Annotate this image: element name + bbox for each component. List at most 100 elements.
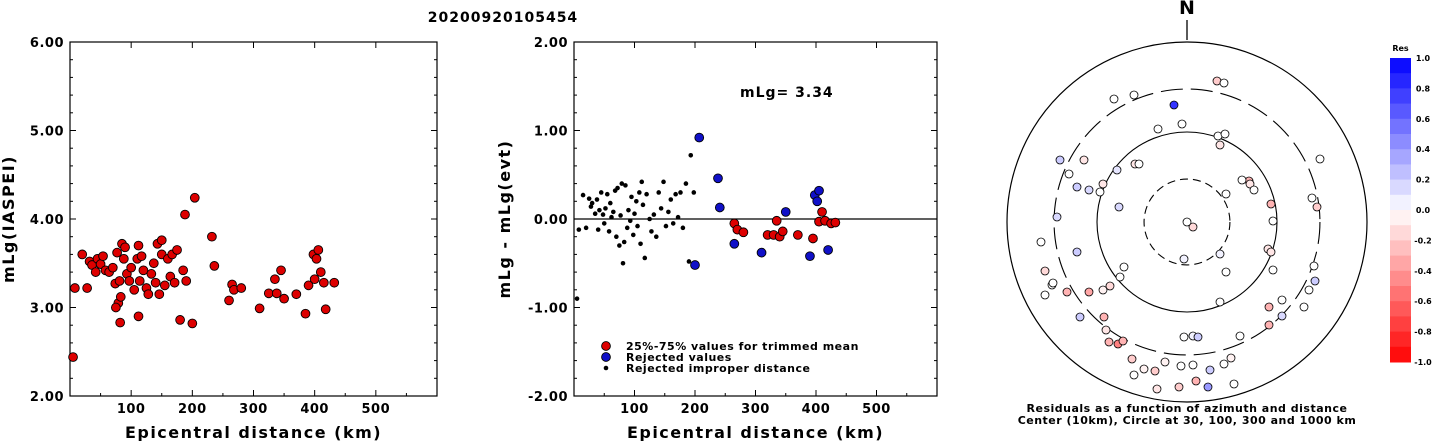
- residual-point: [1104, 337, 1114, 347]
- residual-point: [1220, 129, 1230, 139]
- residual-point: [1277, 295, 1287, 305]
- residual-point: [1119, 262, 1129, 272]
- data-point: [254, 303, 265, 314]
- residual-point: [1105, 281, 1115, 291]
- y-tick-label: 4.00: [30, 213, 64, 228]
- colorbar-swatch: [1390, 58, 1411, 74]
- residual-point: [1205, 365, 1215, 375]
- data-point: [187, 318, 198, 329]
- residual-colorbar: Res 1.0 0.8 0.6 0.4 0.2 0.0 -0.2 -0.4 -0.6 -0.8 -1.…: [1390, 44, 1432, 367]
- colorbar-swatch: [1390, 301, 1411, 317]
- data-point: [714, 202, 725, 213]
- residual-point: [1266, 247, 1276, 257]
- x-tick-label: 400: [300, 402, 329, 417]
- residual-point: [1215, 249, 1225, 259]
- distance-ring: [1143, 178, 1231, 266]
- data-point: [686, 259, 692, 264]
- x-axis-label: Epicentral distance (km): [125, 423, 382, 441]
- residual-point: [1312, 202, 1322, 212]
- data-point: [178, 265, 189, 276]
- data-point: [611, 209, 616, 215]
- residual-point: [1176, 361, 1186, 371]
- data-point: [598, 190, 604, 195]
- residual-point: [1150, 366, 1160, 376]
- colorbar-tick-label: -0.6: [1414, 297, 1432, 306]
- outer-ring: [1006, 41, 1368, 403]
- data-point: [82, 283, 92, 293]
- data-point: [624, 225, 630, 231]
- data-point: [756, 247, 767, 258]
- data-point: [143, 289, 154, 300]
- residual-point: [1095, 187, 1105, 197]
- residual-point: [1268, 216, 1278, 226]
- data-point: [224, 295, 234, 306]
- colorbar-swatch: [1390, 210, 1411, 226]
- residual-point: [1048, 278, 1058, 288]
- caption-line-2: Center (10km), Circle at 30, 100, 300 an…: [1018, 414, 1357, 427]
- residual-point: [1304, 285, 1314, 295]
- legend: 25%-75% values for trimmed meanRejected …: [601, 340, 858, 375]
- residual-point: [1299, 302, 1309, 312]
- residual-point: [1268, 265, 1278, 275]
- data-point: [169, 277, 180, 288]
- x-tick-label: 300: [239, 402, 268, 417]
- residual-point: [1277, 311, 1287, 321]
- residual-point: [1245, 179, 1255, 189]
- data-point: [663, 223, 669, 229]
- data-point: [814, 185, 824, 196]
- legend-label: Rejected values: [626, 351, 732, 364]
- colorbar-swatch: [1390, 164, 1411, 181]
- colorbar-swatch: [1390, 331, 1411, 348]
- data-point: [623, 183, 628, 188]
- data-point: [618, 213, 623, 218]
- data-point: [792, 230, 803, 240]
- residual-point: [1219, 359, 1229, 369]
- data-point: [688, 152, 694, 158]
- data-point: [111, 302, 121, 313]
- data-point: [694, 132, 705, 143]
- data-point: [658, 206, 664, 211]
- data-point: [642, 255, 648, 261]
- residual-point: [1179, 254, 1189, 264]
- residual-point: [1215, 297, 1225, 307]
- residual-point: [1139, 364, 1149, 374]
- data-point: [621, 239, 627, 245]
- residual-scatter-panel: 100 200 300 400 500 -2.00 -1.00 0.00 1.00 2.00 Epi…: [495, 36, 938, 441]
- data-point: [683, 181, 689, 186]
- data-point: [661, 179, 666, 185]
- data-point: [597, 207, 602, 213]
- data-point: [606, 229, 612, 234]
- colorbar-swatch: [1390, 118, 1411, 135]
- data-point: [77, 249, 88, 260]
- data-point: [771, 215, 782, 226]
- data-point: [180, 209, 190, 220]
- residual-point: [1115, 272, 1125, 282]
- data-point: [329, 277, 340, 288]
- residual-point: [1072, 182, 1082, 192]
- data-point: [98, 251, 108, 262]
- data-point: [808, 233, 818, 244]
- data-point: [812, 196, 823, 207]
- data-point: [600, 212, 606, 217]
- data-point: [311, 253, 322, 264]
- data-point: [279, 293, 289, 304]
- data-point: [576, 227, 582, 232]
- residual-point: [1099, 312, 1109, 322]
- residual-point: [1169, 100, 1179, 110]
- x-tick-label: 500: [862, 402, 891, 417]
- x-tick-label: 200: [681, 402, 710, 417]
- data-point: [670, 221, 676, 226]
- data-point: [639, 179, 645, 185]
- colorbar-tick-label: 0.8: [1416, 84, 1431, 93]
- plot-frame: [69, 41, 438, 397]
- data-point: [320, 304, 331, 315]
- data-point: [159, 280, 170, 291]
- data-point: [647, 216, 652, 222]
- data-point: [601, 341, 611, 351]
- data-point: [107, 262, 118, 273]
- data-point: [637, 190, 642, 195]
- data-point: [823, 245, 833, 255]
- y-tick-label: -1.00: [528, 302, 568, 317]
- data-point: [609, 214, 614, 220]
